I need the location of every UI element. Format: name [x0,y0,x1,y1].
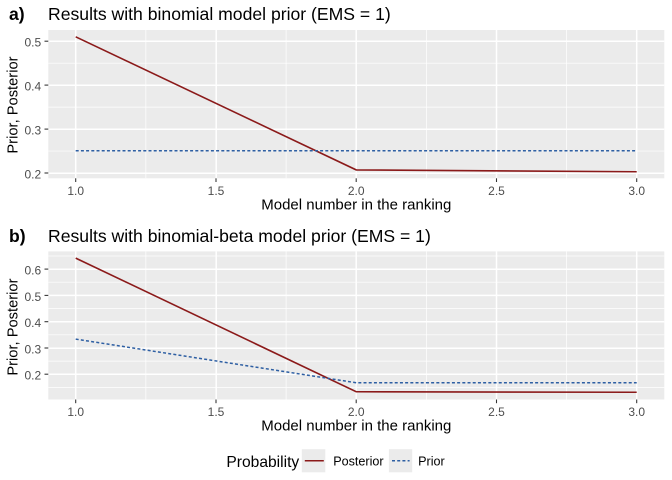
svg-text:2.0: 2.0 [348,405,365,419]
svg-text:Prior, Posterior: Prior, Posterior [6,278,22,375]
svg-text:1.5: 1.5 [208,405,225,419]
svg-text:2.5: 2.5 [488,184,505,198]
svg-text:Model number in the ranking: Model number in the ranking [261,418,451,435]
svg-text:2.5: 2.5 [488,405,505,419]
svg-text:1.0: 1.0 [67,184,84,198]
svg-text:Prior, Posterior: Prior, Posterior [6,56,22,153]
svg-text:1.0: 1.0 [67,405,84,419]
svg-text:0.4: 0.4 [25,80,42,94]
svg-text:0.2: 0.2 [25,369,42,383]
svg-text:0.3: 0.3 [25,124,42,138]
svg-text:Results with binomial-beta mod: Results with binomial-beta model prior (… [48,226,431,246]
svg-text:0.3: 0.3 [25,342,42,356]
svg-text:1.5: 1.5 [208,184,225,198]
svg-text:3.0: 3.0 [628,184,645,198]
svg-text:Probability: Probability [226,454,299,471]
svg-text:0.4: 0.4 [25,316,42,330]
svg-text:0.5: 0.5 [25,36,42,50]
svg-text:0.6: 0.6 [25,264,42,278]
svg-text:3.0: 3.0 [628,405,645,419]
svg-text:b): b) [9,226,26,246]
svg-text:Prior: Prior [418,455,445,469]
svg-text:0.5: 0.5 [25,290,42,304]
svg-text:Posterior: Posterior [333,455,383,469]
svg-text:Model number in the ranking: Model number in the ranking [261,197,451,214]
svg-text:0.2: 0.2 [25,167,42,181]
svg-text:2.0: 2.0 [348,184,365,198]
svg-text:Results with binomial model pr: Results with binomial model prior (EMS =… [48,4,391,24]
svg-text:a): a) [9,4,25,24]
